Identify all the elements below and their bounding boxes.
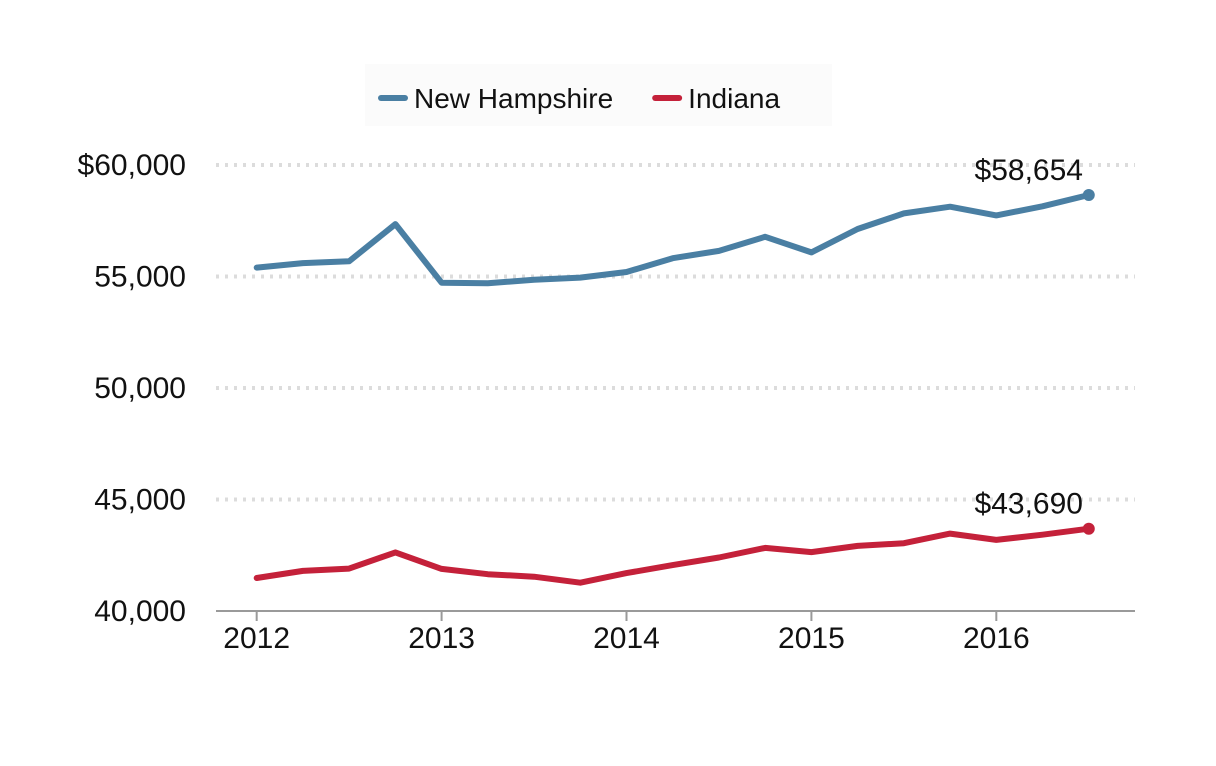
legend-background xyxy=(365,64,832,126)
x-tick-label: 2016 xyxy=(963,622,1030,655)
legend: New Hampshire Indiana xyxy=(378,83,780,114)
series-end-label: $58,654 xyxy=(975,154,1083,187)
series-end-point xyxy=(1082,522,1095,535)
legend-label: Indiana xyxy=(688,83,780,114)
series-end-point xyxy=(1082,189,1095,202)
y-tick-label: 45,000 xyxy=(94,484,186,517)
legend-label: New Hampshire xyxy=(414,83,613,114)
series-end-label: $43,690 xyxy=(975,488,1083,521)
x-tick-label: 2012 xyxy=(223,622,290,655)
x-tick-label: 2013 xyxy=(408,622,475,655)
series-line xyxy=(253,525,1092,586)
y-tick-label: 50,000 xyxy=(94,372,186,405)
gridlines xyxy=(216,163,1135,502)
series-line xyxy=(253,192,1092,287)
x-axis: 2012 2013 2014 2015 2016 xyxy=(216,610,1135,655)
y-tick-label: 40,000 xyxy=(94,595,186,628)
y-axis: 40,000 45,000 50,000 55,000 $60,000 xyxy=(78,149,186,628)
x-tick-label: 2014 xyxy=(593,622,660,655)
y-tick-label: $60,000 xyxy=(78,149,186,182)
x-tick-label: 2015 xyxy=(778,622,845,655)
series-group: $58,654 $43,690 xyxy=(253,154,1095,586)
y-tick-label: 55,000 xyxy=(94,261,186,294)
